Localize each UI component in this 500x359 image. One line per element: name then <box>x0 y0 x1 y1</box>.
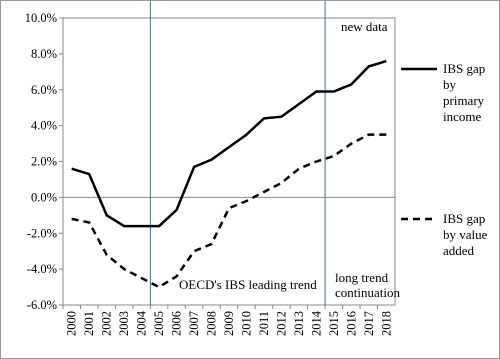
y-tick-label: 0.0% <box>31 190 57 204</box>
series-line <box>71 133 387 289</box>
y-tick-label: 8.0% <box>31 47 57 61</box>
x-tick-label: 2008 <box>205 311 219 336</box>
legend-label: IBS gap by primary income <box>443 61 486 124</box>
x-tick-label: 2001 <box>82 311 96 336</box>
x-tick-label: 2002 <box>100 311 114 336</box>
x-tick-label: 2013 <box>292 311 306 336</box>
annotation: new data <box>341 19 388 34</box>
x-tick-label: 2009 <box>222 311 236 336</box>
x-tick-label: 2006 <box>170 311 184 336</box>
y-tick-label: -6.0% <box>27 298 57 312</box>
x-tick-label: 2000 <box>65 311 79 336</box>
series-line <box>71 59 387 228</box>
annotation: OECD's IBS leading trend <box>179 277 317 292</box>
y-tick-label: -2.0% <box>27 226 57 240</box>
plot-frame <box>62 17 396 306</box>
x-tick-label: 2003 <box>117 311 131 336</box>
y-tick-label: 2.0% <box>31 155 57 169</box>
x-tick-label: 2010 <box>239 311 253 336</box>
x-tick-label: 2004 <box>135 310 149 336</box>
x-tick-label: 2017 <box>362 311 376 336</box>
x-tick-label: 2007 <box>187 311 201 336</box>
y-tick-label: 6.0% <box>31 83 57 97</box>
x-tick-label: 2014 <box>309 310 323 336</box>
x-tick-label: 2018 <box>379 311 393 336</box>
x-tick-label: 2012 <box>274 311 288 336</box>
y-tick-label: -4.0% <box>27 262 57 276</box>
x-tick-label: 2016 <box>344 311 358 336</box>
x-tick-label: 2005 <box>152 311 166 336</box>
x-tick-label: 2011 <box>257 311 271 336</box>
x-tick-label: 2015 <box>327 311 341 336</box>
y-tick-label: 10.0% <box>25 11 57 25</box>
annotation: long trend continuation <box>335 270 400 300</box>
y-tick-label: 4.0% <box>31 119 57 133</box>
legend-label: IBS gap by value added <box>443 211 488 258</box>
